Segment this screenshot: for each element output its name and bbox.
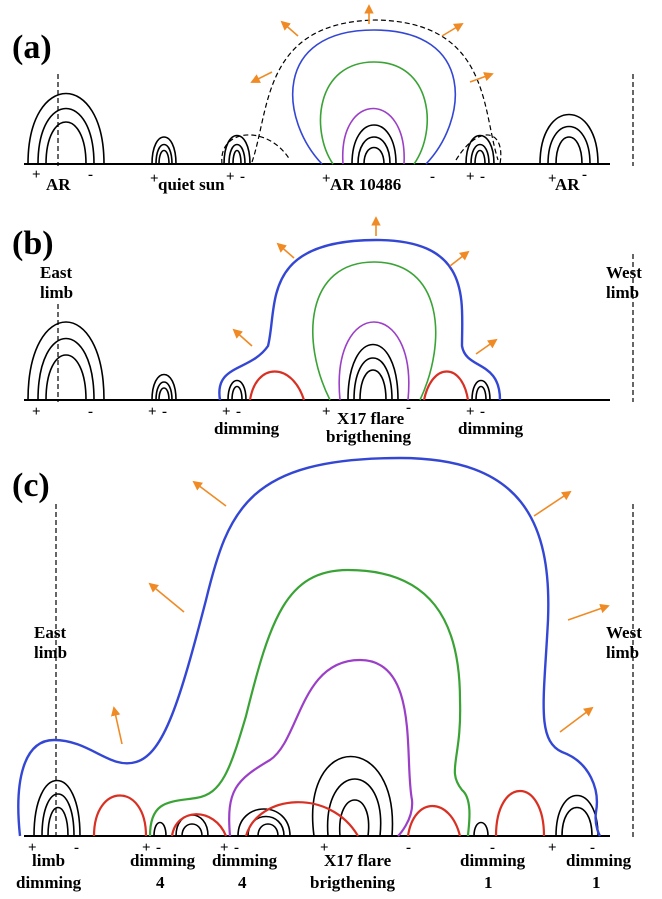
dimming-loops-right: [471, 379, 491, 401]
svg-text:+: +: [142, 840, 151, 856]
label-dimming1-a-2: 1: [484, 873, 493, 892]
green-loop-b: [312, 261, 437, 401]
svg-text:-: -: [590, 840, 595, 856]
svg-text:-: -: [236, 404, 241, 420]
svg-text:-: -: [240, 169, 245, 185]
red-loop-right-b: [422, 370, 470, 401]
svg-text:-: -: [480, 404, 485, 420]
label-dimming4-b-2: 4: [238, 873, 247, 892]
panel-b: (b) East limb West limb: [12, 216, 642, 446]
svg-text:-: -: [490, 840, 495, 856]
dashed-envelope-a: [251, 19, 499, 163]
flare-black-loops: [347, 343, 399, 401]
svg-text:-: -: [582, 167, 587, 183]
dashed-side-right: [455, 134, 502, 165]
purple-loop-c: [228, 658, 414, 837]
svg-text:-: -: [74, 840, 79, 856]
label-dimming-right: dimming: [458, 419, 524, 438]
svg-text:+: +: [466, 169, 475, 185]
dashed-side-left: [221, 134, 291, 165]
red-loops-c: [92, 790, 546, 837]
svg-text:+: +: [466, 404, 475, 420]
label-flare-line1: X17 flare: [337, 409, 405, 428]
label-ar-right: AR: [555, 175, 580, 194]
panel-a-label: (a): [12, 29, 52, 66]
svg-text:+: +: [322, 171, 331, 187]
svg-text:-: -: [156, 840, 161, 856]
svg-text:+: +: [220, 840, 229, 856]
expansion-arrows-c: [110, 480, 610, 745]
east-limb-label: East limb: [40, 263, 73, 302]
panel-b-label: (b): [12, 225, 54, 262]
ar-left-loops: [27, 92, 105, 165]
panel-c: (c) East limb West limb: [12, 456, 642, 892]
signs-b: + - + - + - + - + -: [32, 400, 485, 420]
signs-a: + - + + - + - + - + -: [32, 167, 587, 187]
quiet-sun-loops: [151, 373, 177, 401]
ar-right-loops: [539, 113, 599, 165]
svg-text:+: +: [548, 840, 557, 856]
green-loop-c: [148, 568, 471, 837]
svg-text:+: +: [32, 404, 41, 420]
svg-text:-: -: [480, 169, 485, 185]
svg-text:-: -: [430, 169, 435, 185]
east-limb-label: East limb: [34, 623, 67, 662]
quiet-sun-loops: [151, 136, 177, 165]
west-limb-label: West limb: [606, 263, 642, 302]
red-loop-left-b: [248, 370, 306, 401]
expansion-arrows-b: [232, 216, 498, 355]
label-dimming4-a-2: 4: [156, 873, 165, 892]
svg-text:-: -: [162, 404, 167, 420]
label-ar-left: AR: [46, 175, 71, 194]
dimming4-small-loops: [153, 808, 291, 837]
blue-loop-b: [218, 238, 502, 401]
svg-text:+: +: [548, 171, 557, 187]
label-ar-10486: AR 10486: [330, 175, 401, 194]
label-dimming4-b-1: dimming: [212, 851, 278, 870]
svg-text:+: +: [148, 404, 157, 420]
label-limb-dimming-1: limb: [32, 851, 65, 870]
svg-text:+: +: [226, 169, 235, 185]
label-limb-dimming-2: dimming: [16, 873, 82, 892]
svg-text:+: +: [32, 167, 41, 183]
flare-black-loops: [311, 755, 394, 837]
svg-text:+: +: [320, 840, 329, 856]
svg-text:+: +: [150, 171, 159, 187]
small-loops-left: [223, 134, 251, 165]
label-dimming4-a-1: dimming: [130, 851, 196, 870]
purple-loop-a: [342, 107, 405, 165]
svg-text:-: -: [88, 404, 93, 420]
panel-a: (a): [12, 4, 634, 194]
label-dimming1-b-1: dimming: [566, 851, 632, 870]
svg-text:-: -: [406, 840, 411, 856]
ar-center-black-loops: [351, 124, 397, 165]
blue-loop-a: [291, 29, 457, 165]
blue-loop-c: [17, 456, 602, 837]
label-quiet-sun: quiet sun: [158, 175, 225, 194]
label-flare-line2: brigthening: [326, 427, 412, 446]
label-dimming1-a-1: dimming: [460, 851, 526, 870]
panel-c-label: (c): [12, 467, 50, 504]
label-dimming1-b-2: 1: [592, 873, 601, 892]
svg-text:-: -: [406, 400, 411, 416]
signs-c: + - + - + - + - - + -: [28, 840, 595, 856]
svg-text:+: +: [28, 840, 37, 856]
label-flare-line1: X17 flare: [324, 851, 392, 870]
expansion-arrows-a: [250, 4, 494, 83]
dimming-loops-left: [227, 379, 247, 401]
ar-left-loops: [27, 321, 105, 401]
west-limb-label: West limb: [606, 623, 642, 662]
svg-text:-: -: [88, 167, 93, 183]
svg-text:+: +: [222, 404, 231, 420]
svg-text:+: +: [322, 404, 331, 420]
small-loops-right: [465, 134, 495, 165]
purple-loop-b: [338, 321, 410, 401]
green-loop-a: [319, 61, 428, 165]
svg-text:-: -: [234, 840, 239, 856]
label-dimming-left: dimming: [214, 419, 280, 438]
limb-loops: [33, 779, 81, 837]
label-flare-line2: brigthening: [310, 873, 396, 892]
